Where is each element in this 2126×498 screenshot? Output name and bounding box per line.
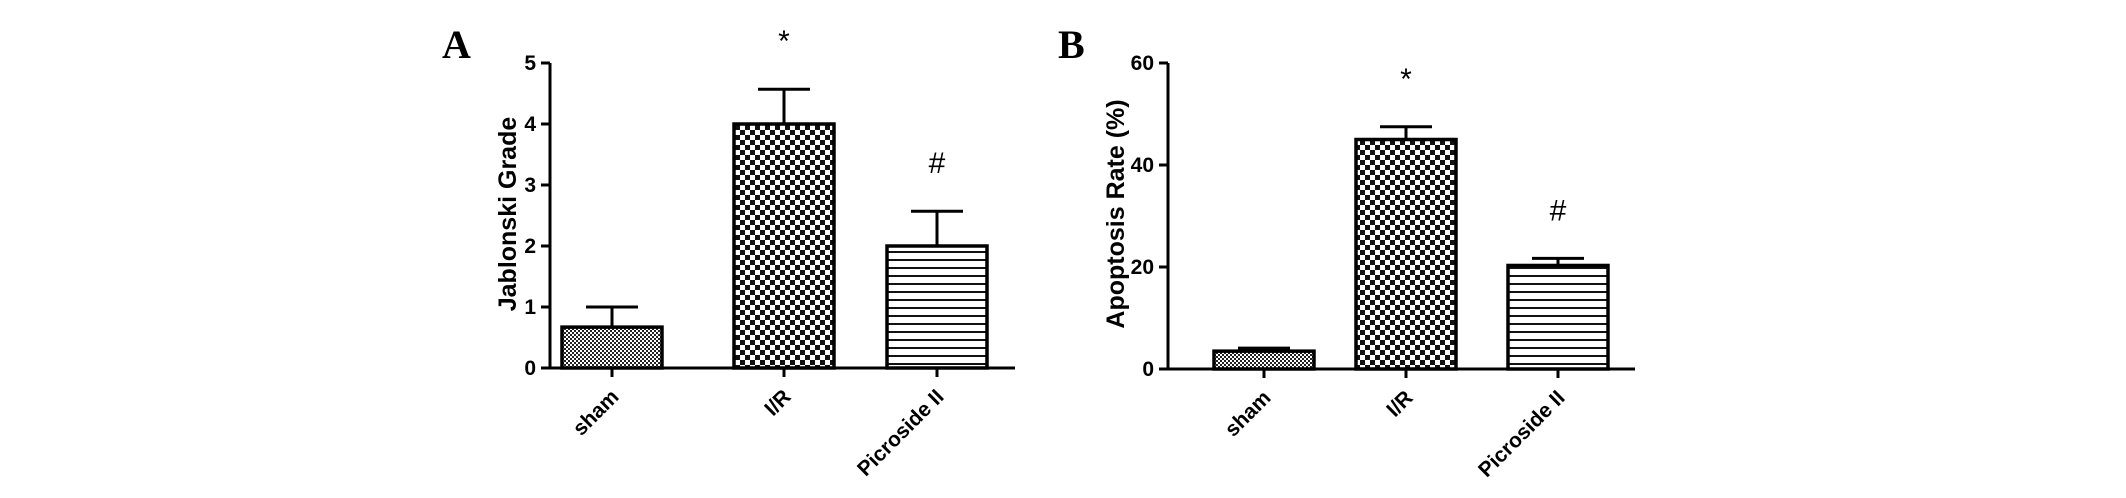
panel-a-y-tick-label: 1 (524, 296, 536, 319)
panel-b-category-label-2: Picroside II (1474, 386, 1569, 481)
panel-a-y-tick-label: 3 (524, 174, 536, 197)
panel-a-annotation-1: * (778, 25, 790, 58)
panel-b-y-tick-label: 0 (1142, 358, 1154, 381)
panel-a-y-tick-label: 0 (524, 357, 536, 380)
panel-a-category-label-0: sham (568, 385, 623, 440)
panel-b-annotation-2: # (1550, 194, 1567, 227)
panel-b-bar-2 (1506, 263, 1610, 371)
panel-a-bar-0 (560, 325, 664, 370)
panel-b-category-label-0: sham (1220, 386, 1275, 441)
panel-b-category-label-1: I/R (1382, 386, 1417, 421)
panel-b-y-axis-title: Apoptosis Rate (%) (1102, 99, 1130, 328)
panel-b-y-tick-label: 40 (1131, 154, 1154, 177)
panel-a-chart: A Jablonski Grade 0 1 2 3 4 5 sham * I/R # Picrosi… (442, 22, 1015, 481)
panel-a-bar-1 (732, 122, 836, 370)
panel-a-annotation-2: # (929, 147, 946, 180)
panel-b-letter: B (1058, 22, 1085, 67)
panel-a-y-tick-label: 5 (524, 52, 536, 75)
panel-b-chart: B Apoptosis Rate (%) 0 20 40 60 sham * I/R # Pic… (1058, 22, 1635, 482)
panel-b-y-tick-label: 60 (1131, 52, 1154, 75)
panel-a-category-label-2: Picroside II (853, 385, 948, 480)
panel-b-bar-1 (1354, 137, 1458, 371)
panel-a-y-tick-label: 4 (524, 113, 536, 136)
panel-b-y-tick-label: 20 (1131, 256, 1154, 279)
panel-a-y-axis-title: Jablonski Grade (494, 117, 522, 312)
panel-a-bar-2 (885, 244, 989, 370)
panel-a-letter: A (442, 22, 471, 67)
panel-b-bar-0 (1212, 349, 1316, 371)
panel-b-annotation-1: * (1400, 63, 1412, 96)
panel-a-y-tick-label: 2 (524, 235, 536, 258)
panel-a-category-label-1: I/R (760, 385, 795, 420)
